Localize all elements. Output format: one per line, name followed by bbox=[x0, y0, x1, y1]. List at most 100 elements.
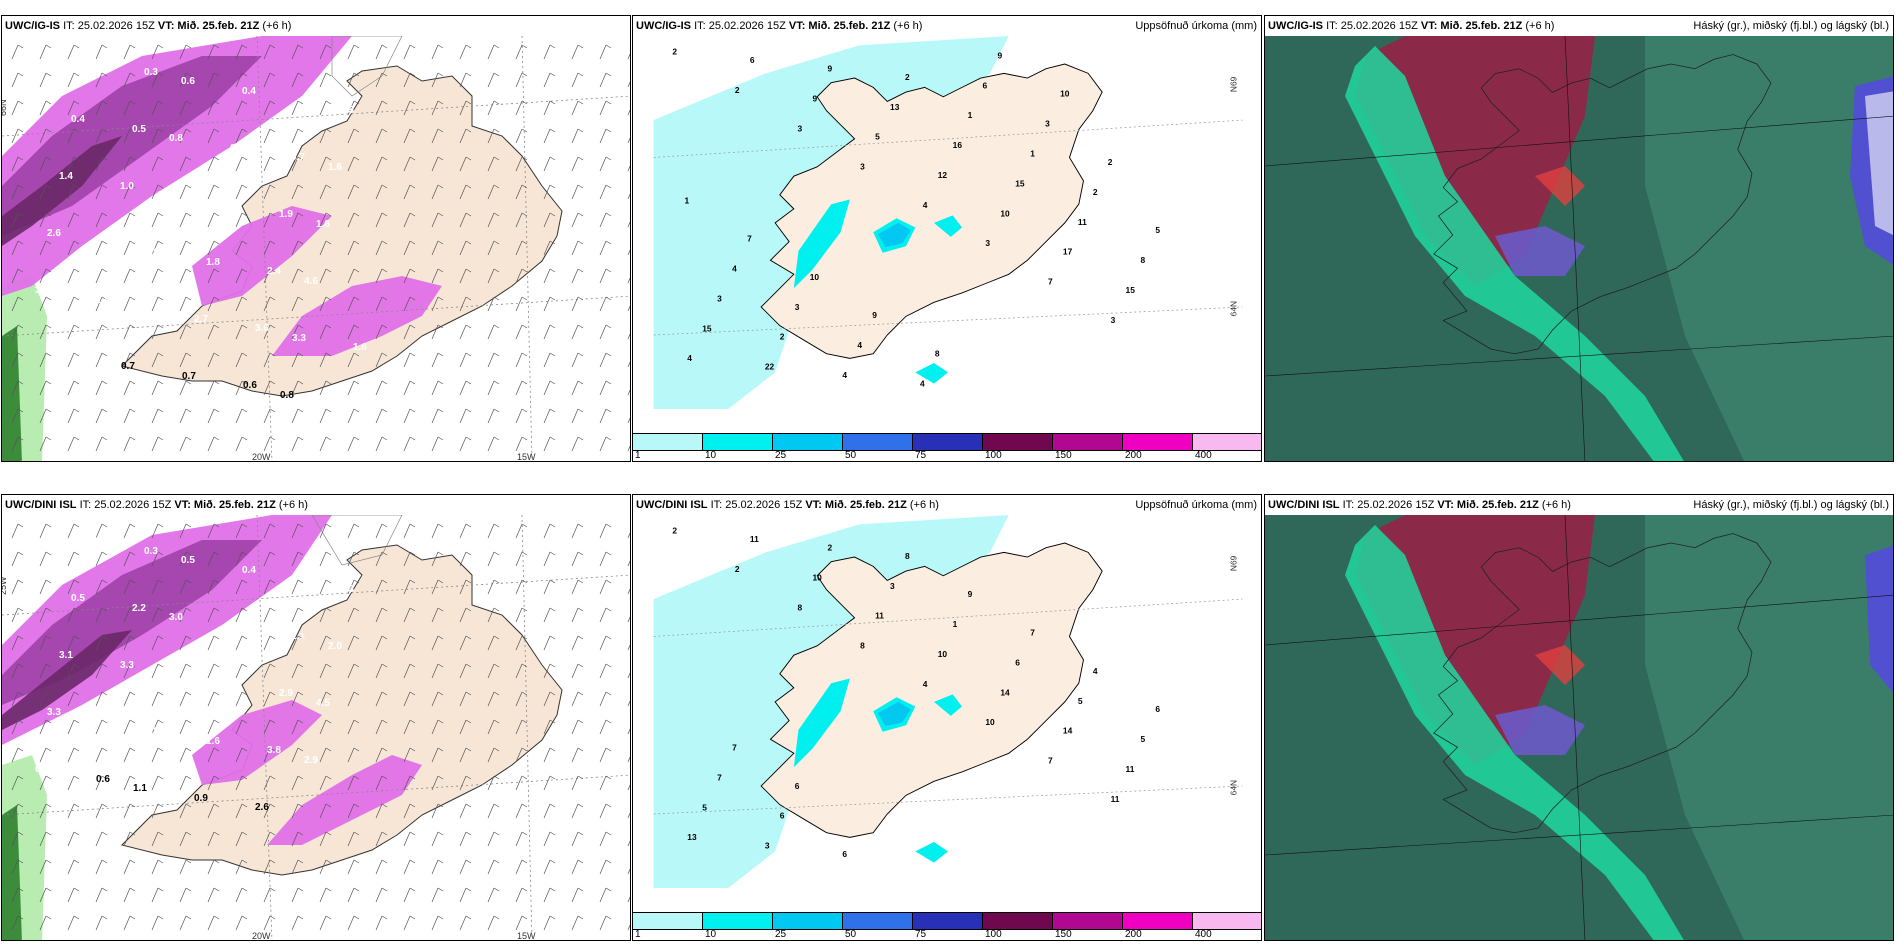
wind-barb bbox=[487, 128, 500, 144]
wind-barb bbox=[291, 551, 304, 567]
wind-barb bbox=[123, 859, 136, 875]
wind-barb bbox=[207, 212, 220, 228]
wind-barb bbox=[599, 607, 612, 623]
wind-barb bbox=[123, 915, 136, 931]
wind-value: 1.6 bbox=[206, 736, 220, 747]
precip-value: 7 bbox=[1048, 756, 1053, 766]
wind-barb bbox=[543, 240, 556, 256]
wind-barb bbox=[11, 635, 24, 651]
wind-barb bbox=[95, 352, 108, 368]
wind-barb bbox=[95, 296, 108, 312]
colorbar-cell bbox=[633, 434, 703, 450]
wind-barb bbox=[403, 44, 416, 60]
wind-value: 3.6 bbox=[145, 247, 159, 258]
wind-barb bbox=[95, 436, 108, 452]
wind-value: 0.5 bbox=[35, 764, 49, 775]
wind-barb bbox=[291, 184, 304, 200]
wind-barb bbox=[487, 887, 500, 903]
wind-barb bbox=[11, 436, 24, 452]
wind-barb bbox=[95, 72, 108, 88]
wind-barb bbox=[515, 44, 528, 60]
wind-barb bbox=[515, 915, 528, 931]
wind-barb bbox=[151, 240, 164, 256]
init-time: IT: 25.02.2026 15Z bbox=[1326, 20, 1418, 32]
wind-barb bbox=[67, 212, 80, 228]
wind-barb bbox=[459, 72, 472, 88]
model-name: UWC/IG-IS bbox=[636, 20, 691, 32]
wind-barb bbox=[179, 436, 192, 452]
wind-barb bbox=[207, 719, 220, 735]
wind-barb bbox=[11, 887, 24, 903]
wind-barb bbox=[207, 184, 220, 200]
wind-barb bbox=[95, 128, 108, 144]
wind-barb bbox=[235, 663, 248, 679]
precip-colorbar: 1 10 25 50 75 100 150 200 400 bbox=[633, 912, 1261, 940]
precip-value: 8 bbox=[935, 349, 940, 359]
wind-barb bbox=[487, 324, 500, 340]
wind-barb bbox=[263, 523, 276, 539]
wind-barb bbox=[459, 156, 472, 172]
wind-barb bbox=[375, 887, 388, 903]
wind-barb bbox=[627, 560, 630, 567]
wind-barb bbox=[599, 579, 612, 595]
wind-barb bbox=[263, 747, 276, 763]
wind-barb bbox=[599, 691, 612, 707]
wind-barb bbox=[207, 156, 220, 172]
wind-barb bbox=[11, 691, 24, 707]
wind-value: 1.9 bbox=[279, 209, 293, 220]
wind-barb bbox=[207, 324, 220, 340]
wind-value: 0.5 bbox=[340, 105, 354, 116]
wind-barb bbox=[627, 756, 630, 763]
wind-value: 2.6 bbox=[47, 228, 61, 239]
wind-barb bbox=[459, 747, 472, 763]
colorbar-tick: 10 bbox=[705, 450, 717, 461]
wind-barb bbox=[347, 719, 360, 735]
wind-barb bbox=[291, 240, 304, 256]
wind-barb bbox=[543, 156, 556, 172]
colorbar-cell bbox=[633, 913, 703, 929]
wind-barb bbox=[179, 551, 192, 567]
wind-barb bbox=[571, 128, 584, 144]
wind-barb bbox=[375, 719, 388, 735]
wind-barb bbox=[403, 240, 416, 256]
wind-barb bbox=[515, 324, 528, 340]
wind-barb bbox=[403, 579, 416, 595]
wind-barb bbox=[515, 240, 528, 256]
wind-barb bbox=[291, 663, 304, 679]
wind-barb bbox=[627, 672, 630, 679]
wind-barb bbox=[627, 700, 630, 707]
wind-barb bbox=[403, 635, 416, 651]
wind-value: 1.1 bbox=[133, 783, 147, 794]
precip-value: 4 bbox=[923, 200, 928, 210]
valid-time: VT: Mið. 25.feb. 21Z bbox=[174, 499, 276, 511]
precip-value: 4 bbox=[1093, 666, 1098, 676]
wind-barb bbox=[543, 831, 556, 847]
wind-barb bbox=[347, 436, 360, 452]
wind-value: 2.6 bbox=[255, 802, 269, 813]
wind-barb bbox=[515, 663, 528, 679]
wind-barb bbox=[95, 212, 108, 228]
wind-barb bbox=[67, 324, 80, 340]
wind-barb bbox=[39, 268, 52, 284]
wind-barb bbox=[263, 72, 276, 88]
wind-barb bbox=[571, 296, 584, 312]
wind-barb bbox=[263, 887, 276, 903]
wind-barb bbox=[571, 691, 584, 707]
wind-barb bbox=[95, 156, 108, 172]
wind-barb bbox=[599, 523, 612, 539]
wind-barb bbox=[543, 296, 556, 312]
wind-barb bbox=[487, 747, 500, 763]
wind-barb bbox=[291, 44, 304, 60]
wind-barb bbox=[123, 719, 136, 735]
lat-label: 64N bbox=[1229, 780, 1239, 795]
precip-value: 9 bbox=[813, 93, 818, 103]
wind-value: 0.8 bbox=[280, 390, 294, 401]
precip-value: 15 bbox=[1126, 285, 1136, 295]
wind-barb bbox=[11, 747, 24, 763]
wind-map: 0.6 0.5 0.3 0.5 0.4 0.7 0.3 0.5 2.2 3.0 1.7 2.1 2.0 3… bbox=[2, 515, 630, 940]
wind-barb bbox=[375, 100, 388, 116]
wind-barb bbox=[11, 240, 24, 256]
wind-barb bbox=[39, 352, 52, 368]
wind-barb bbox=[263, 100, 276, 116]
lead-time: (+6 h) bbox=[1541, 499, 1571, 511]
